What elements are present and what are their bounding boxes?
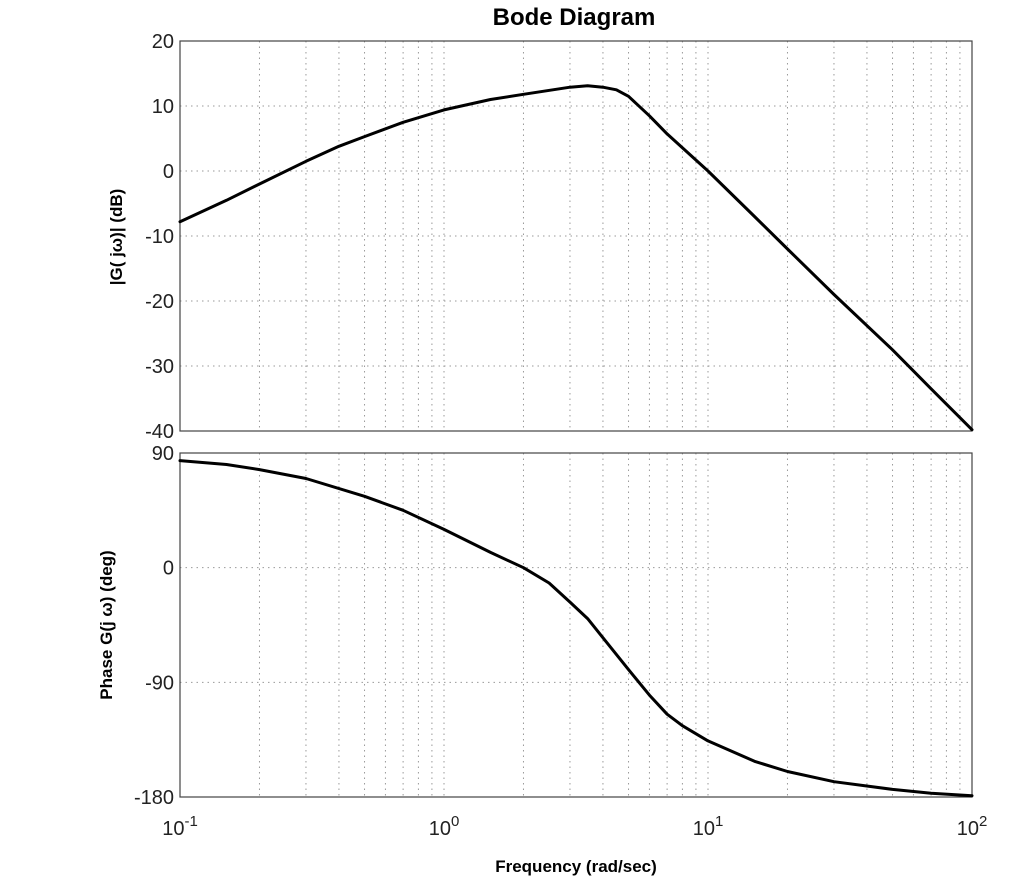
xtick-base: 10 <box>957 818 979 840</box>
phase-ytick-label: -90 <box>145 672 174 694</box>
xtick-base: 10 <box>429 818 451 840</box>
xtick-exponent: 1 <box>715 813 723 830</box>
xtick-exponent: 0 <box>451 813 459 830</box>
xtick-label: 100 <box>429 813 460 840</box>
xtick-exponent: 2 <box>979 813 987 830</box>
magnitude-ytick-label: 20 <box>152 31 174 53</box>
magnitude-curve <box>178 84 974 432</box>
chart-title: Bode Diagram <box>493 4 656 31</box>
xtick-base: 10 <box>693 818 715 840</box>
phase-ytick-label: -180 <box>134 787 174 809</box>
magnitude-plot: 20 10 0 -10 -20 -30 -40 <box>145 31 974 443</box>
magnitude-plot-frame <box>179 40 973 432</box>
magnitude-ytick-label: -40 <box>145 421 174 443</box>
xtick-label: 10-1 <box>162 813 198 840</box>
phase-curve <box>178 459 974 798</box>
magnitude-ytick-label: -30 <box>145 356 174 378</box>
phase-ytick-label: 90 <box>152 443 174 465</box>
magnitude-ytick-label: -20 <box>145 291 174 313</box>
phase-ytick-label: 0 <box>163 558 174 580</box>
frequency-axis-label: Frequency (rad/sec) <box>495 857 657 876</box>
magnitude-axis-label: |G( jω)| (dB) <box>107 189 126 286</box>
magnitude-ytick-label: -10 <box>145 226 174 248</box>
xtick-base: 10 <box>162 818 184 840</box>
xtick-exponent: -1 <box>184 813 197 830</box>
xtick-label: 101 <box>693 813 724 840</box>
magnitude-ytick-label: 10 <box>152 96 174 118</box>
magnitude-ytick-label: 0 <box>163 161 174 183</box>
phase-plot-frame <box>179 452 973 798</box>
xtick-label: 102 <box>957 813 988 840</box>
phase-axis-label: Phase G(j ω) (deg) <box>97 550 116 699</box>
